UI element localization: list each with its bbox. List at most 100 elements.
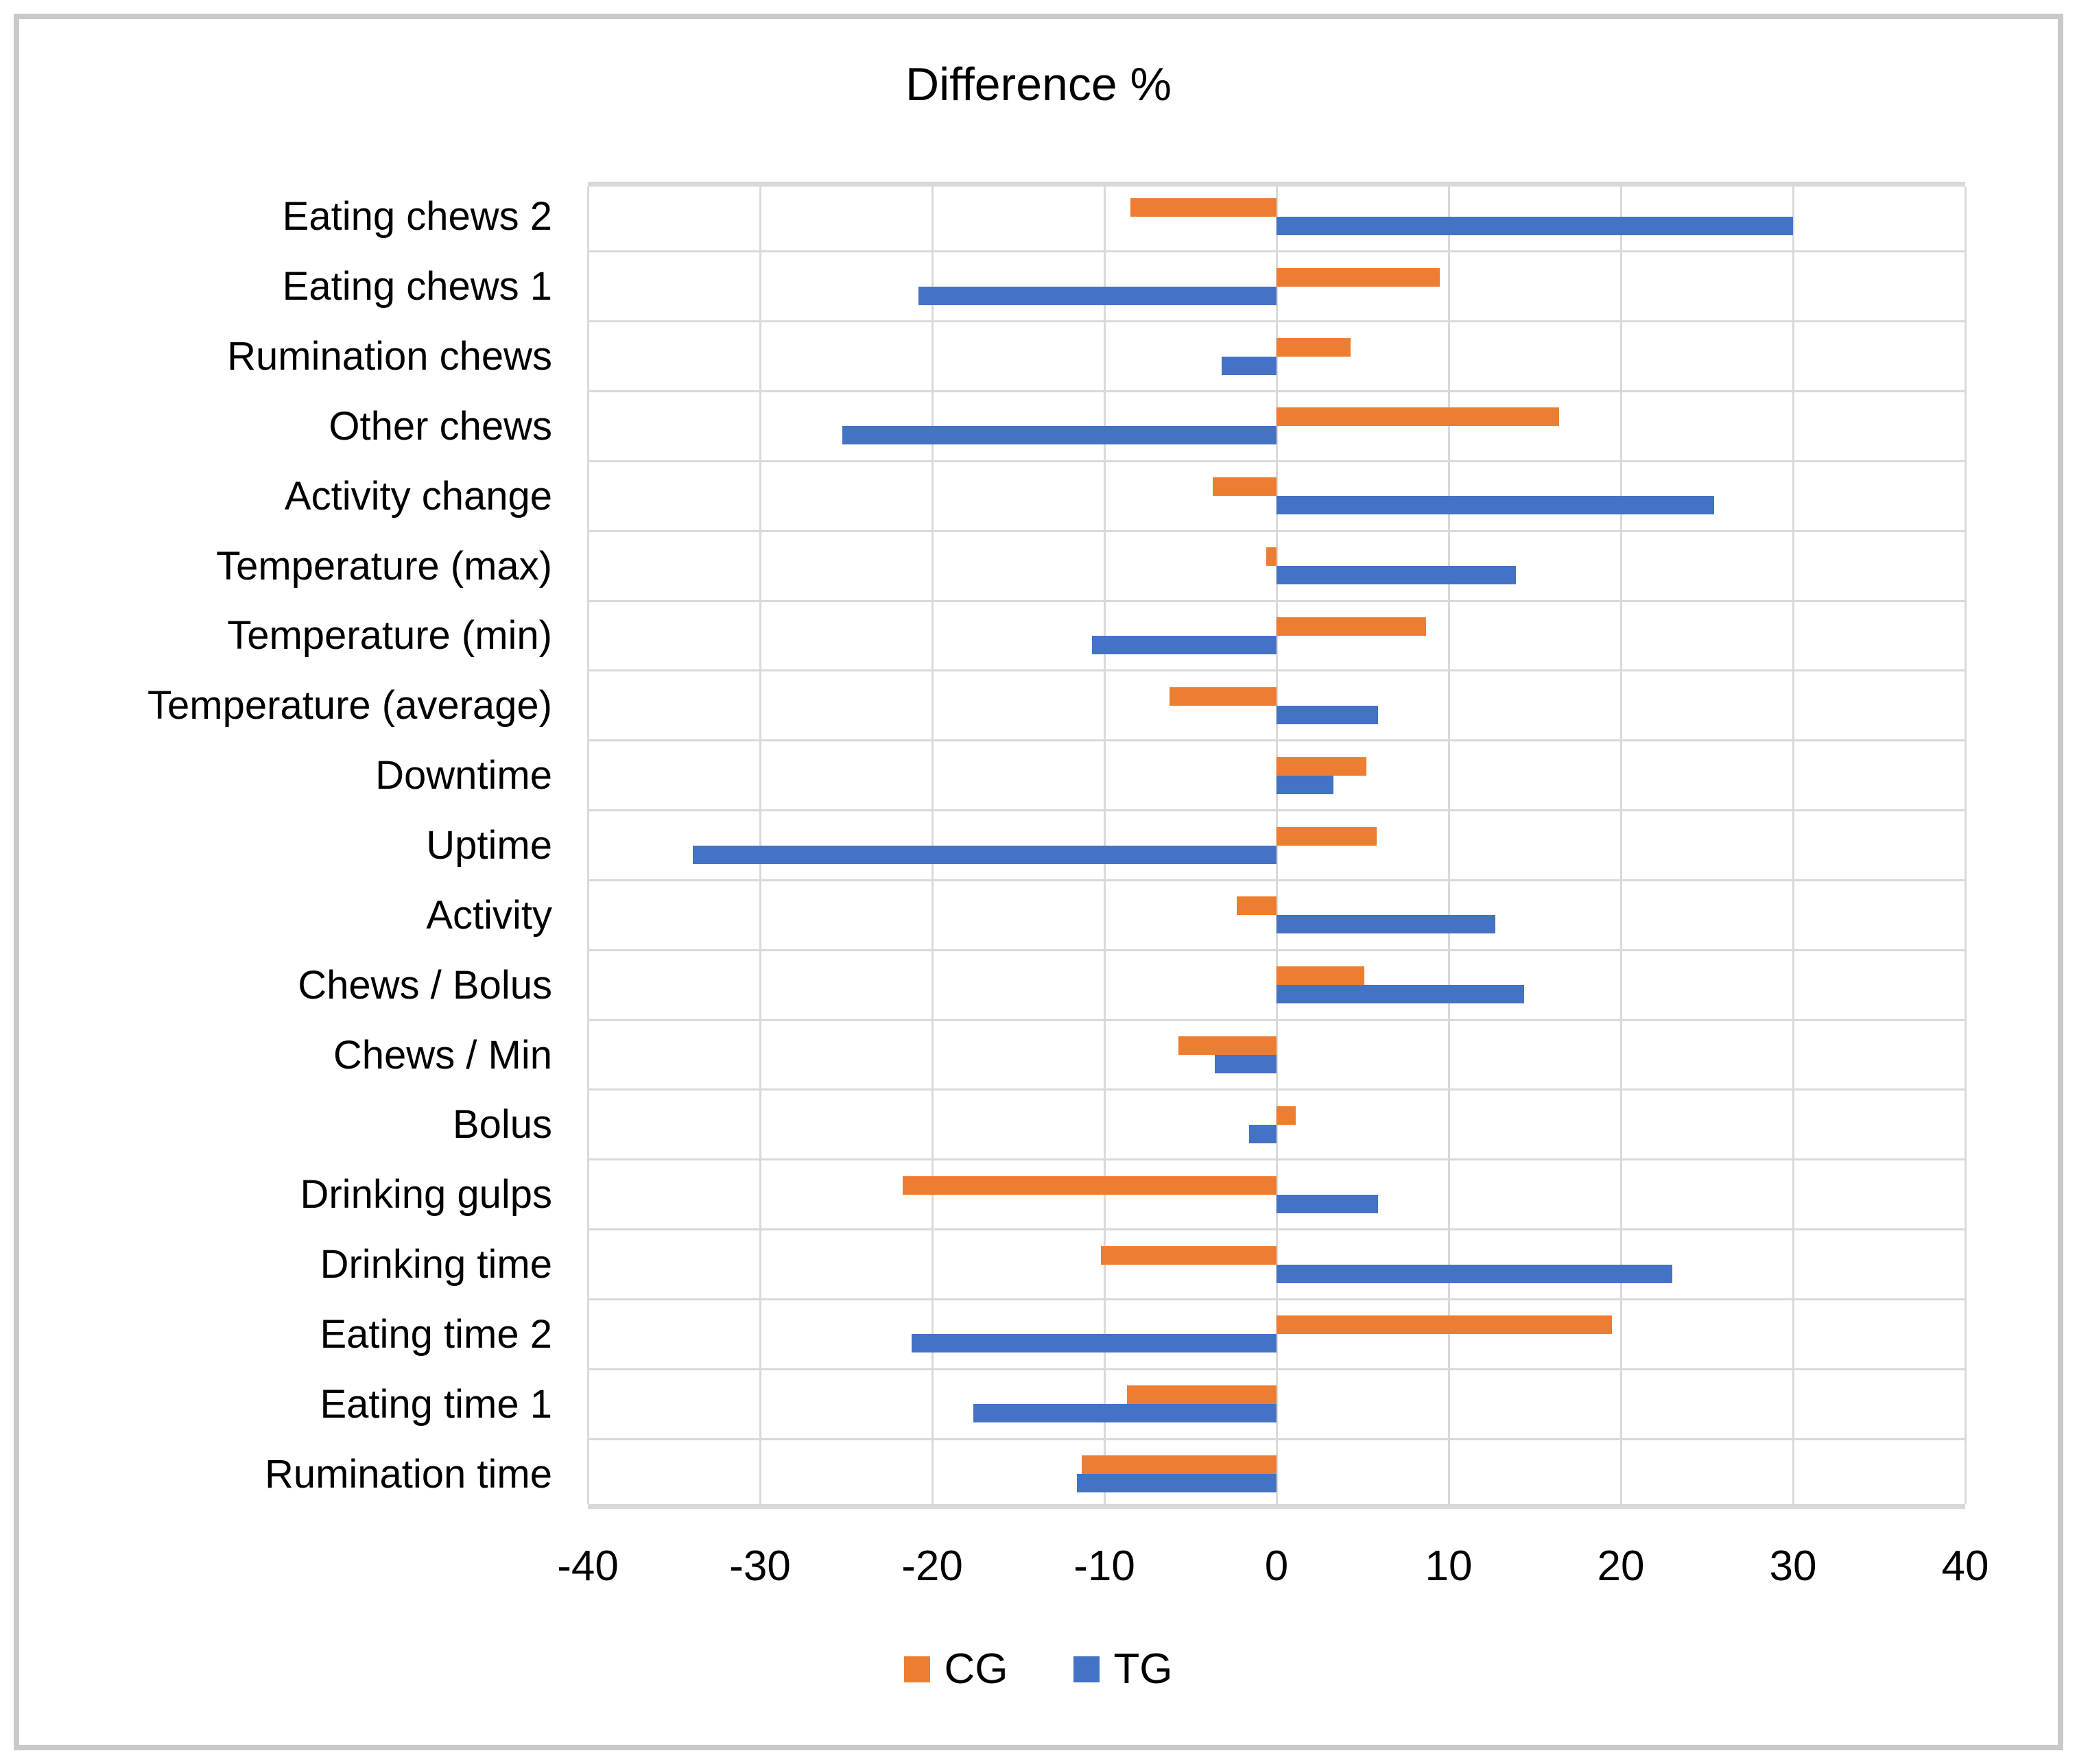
- category-label-drinking-gulps: Drinking gulps: [300, 1172, 552, 1217]
- category-label-drinking-time: Drinking time: [320, 1242, 552, 1287]
- category-label-downtime: Downtime: [375, 753, 552, 798]
- legend-label-cg: CG: [944, 1645, 1008, 1693]
- bar-tg-eating-time-1: [973, 1404, 1277, 1423]
- category-label-rumination-time: Rumination time: [264, 1451, 552, 1497]
- figure-border: [14, 14, 2063, 1750]
- plot-area: [586, 182, 1967, 1509]
- h-gridline: [588, 1158, 1965, 1161]
- h-gridline: [588, 949, 1965, 951]
- bar-cg-temperature-min: [1277, 617, 1427, 636]
- h-gridline: [588, 460, 1965, 462]
- x-tick-label--30: -30: [729, 1542, 791, 1590]
- bar-cg-rumination-time: [1082, 1455, 1277, 1475]
- category-label-other-chews: Other chews: [329, 403, 552, 449]
- bar-tg-rumination-time: [1076, 1474, 1277, 1493]
- category-label-eating-chews-2: Eating chews 2: [282, 194, 552, 239]
- x-tick-label--20: -20: [901, 1542, 963, 1590]
- bar-cg-downtime: [1277, 756, 1366, 776]
- h-gridline: [588, 529, 1965, 532]
- category-label-eating-time-2: Eating time 2: [320, 1311, 552, 1357]
- bar-cg-drinking-time: [1100, 1245, 1277, 1265]
- category-label-temperature-average: Temperature (average): [147, 683, 552, 728]
- bar-cg-uptime: [1277, 826, 1377, 846]
- h-gridline: [588, 1088, 1965, 1091]
- bar-tg-eating-time-2: [911, 1334, 1277, 1353]
- v-gridline-40: [1964, 187, 1967, 1504]
- h-gridline: [588, 1018, 1965, 1021]
- bar-tg-eating-chews-1: [918, 286, 1277, 305]
- bar-tg-temperature-max: [1277, 566, 1516, 585]
- bar-cg-drinking-gulps: [903, 1176, 1277, 1195]
- category-label-temperature-min: Temperature (min): [227, 613, 552, 658]
- x-tick-label-20: 20: [1597, 1542, 1645, 1590]
- category-label-chews-bolus: Chews / Bolus: [298, 962, 552, 1008]
- category-label-activity: Activity: [426, 892, 552, 938]
- h-gridline: [588, 809, 1965, 812]
- bar-tg-temperature-average: [1277, 705, 1379, 724]
- bar-tg-chews-bolus: [1277, 985, 1525, 1004]
- category-label-temperature-max: Temperature (max): [216, 543, 552, 588]
- h-gridline: [588, 669, 1965, 672]
- x-tick-label-10: 10: [1425, 1542, 1473, 1590]
- h-gridline: [588, 879, 1965, 881]
- h-gridline: [588, 1298, 1965, 1300]
- v-gridline--40: [586, 187, 589, 1504]
- bar-cg-eating-chews-2: [1130, 198, 1277, 217]
- bar-tg-bolus: [1248, 1124, 1277, 1143]
- h-gridline: [588, 1438, 1965, 1440]
- v-gridline-10: [1447, 187, 1450, 1504]
- category-label-eating-chews-1: Eating chews 1: [282, 264, 552, 309]
- bar-cg-temperature-average: [1170, 687, 1277, 706]
- legend-label-tg: TG: [1113, 1645, 1173, 1693]
- bar-cg-eating-time-2: [1277, 1315, 1613, 1335]
- h-gridline: [588, 1368, 1965, 1370]
- x-tick-label-40: 40: [1941, 1542, 1989, 1590]
- category-label-eating-time-1: Eating time 1: [320, 1381, 552, 1427]
- bar-cg-chews-min: [1178, 1036, 1277, 1056]
- category-label-activity-change: Activity change: [284, 473, 552, 519]
- h-gridline: [588, 599, 1965, 602]
- bar-cg-other-chews: [1277, 407, 1559, 427]
- legend: CG TG: [0, 1645, 2077, 1693]
- bar-tg-drinking-time: [1277, 1264, 1673, 1283]
- v-gridline-20: [1619, 187, 1622, 1504]
- legend-swatch-cg: [904, 1656, 931, 1682]
- legend-item-tg: TG: [1073, 1645, 1173, 1693]
- bar-cg-bolus: [1277, 1106, 1296, 1125]
- bar-tg-eating-chews-2: [1277, 216, 1793, 235]
- h-gridline: [588, 250, 1965, 253]
- bar-cg-eating-time-1: [1126, 1385, 1277, 1405]
- bar-tg-rumination-chews: [1221, 356, 1277, 375]
- x-tick-label--10: -10: [1073, 1542, 1135, 1590]
- h-gridline: [588, 390, 1965, 393]
- bar-cg-activity-change: [1213, 477, 1277, 497]
- bar-tg-chews-min: [1214, 1055, 1277, 1074]
- chart-title: Difference %: [905, 58, 1172, 110]
- category-label-chews-min: Chews / Min: [333, 1032, 552, 1077]
- bar-cg-temperature-max: [1266, 547, 1277, 567]
- h-gridline: [588, 320, 1965, 323]
- bar-cg-activity: [1237, 896, 1277, 916]
- x-tick-label-0: 0: [1264, 1542, 1289, 1590]
- legend-item-cg: CG: [904, 1645, 1008, 1693]
- bar-tg-activity: [1277, 915, 1495, 934]
- category-label-rumination-chews: Rumination chews: [227, 334, 552, 379]
- bar-tg-activity-change: [1277, 496, 1714, 515]
- x-tick-label-30: 30: [1769, 1542, 1817, 1590]
- bar-cg-eating-chews-1: [1277, 267, 1440, 287]
- legend-swatch-tg: [1073, 1656, 1100, 1682]
- category-label-uptime: Uptime: [426, 822, 552, 868]
- v-gridline-30: [1792, 187, 1794, 1504]
- bar-tg-other-chews: [842, 426, 1277, 445]
- bar-cg-chews-bolus: [1277, 966, 1364, 986]
- bar-tg-downtime: [1277, 775, 1333, 794]
- bar-tg-temperature-min: [1092, 635, 1277, 654]
- bar-tg-drinking-gulps: [1277, 1194, 1379, 1213]
- h-gridline: [588, 739, 1965, 742]
- bar-cg-rumination-chews: [1277, 337, 1351, 357]
- bar-tg-uptime: [693, 845, 1277, 864]
- x-tick-label--40: -40: [557, 1542, 619, 1590]
- v-gridline-0: [1275, 187, 1278, 1504]
- category-label-bolus: Bolus: [452, 1102, 552, 1147]
